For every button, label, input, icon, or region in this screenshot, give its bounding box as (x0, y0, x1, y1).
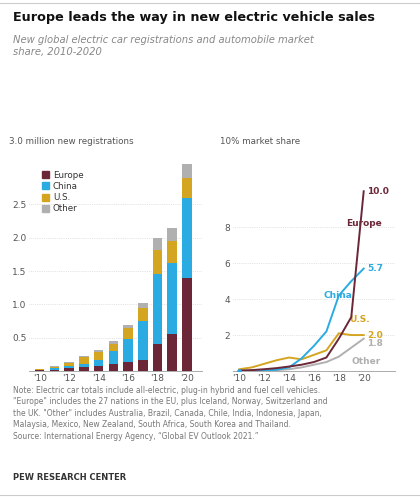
Bar (152, 274, 162, 344)
Bar (138, 360, 147, 371)
Text: U.S.: U.S. (349, 315, 370, 324)
Bar (182, 163, 192, 178)
Bar (79, 356, 89, 357)
Bar (64, 367, 74, 369)
Bar (168, 263, 177, 334)
Text: 5.7: 5.7 (368, 264, 383, 273)
Bar (35, 370, 45, 371)
Bar (64, 363, 74, 367)
Text: 1.8: 1.8 (368, 339, 383, 348)
Text: PEW RESEARCH CENTER: PEW RESEARCH CENTER (13, 473, 126, 482)
Bar (123, 339, 133, 363)
Bar (108, 351, 118, 364)
Bar (50, 367, 59, 369)
Bar (182, 278, 192, 371)
Bar (152, 344, 162, 371)
Bar (152, 238, 162, 249)
Text: Europe: Europe (346, 219, 382, 228)
Bar (168, 228, 177, 241)
Text: 10.0: 10.0 (368, 187, 389, 196)
Bar (64, 369, 74, 371)
Bar (123, 328, 133, 339)
Bar (168, 334, 177, 371)
Bar (94, 353, 103, 361)
Text: 10% market share: 10% market share (220, 137, 300, 146)
Bar (138, 308, 147, 321)
Bar (108, 364, 118, 371)
Bar (94, 351, 103, 353)
Text: 3.0 million new registrations: 3.0 million new registrations (9, 137, 134, 146)
Legend: Europe, China, U.S., Other: Europe, China, U.S., Other (42, 171, 84, 213)
Bar (79, 367, 89, 371)
Bar (168, 241, 177, 263)
Bar (123, 363, 133, 371)
Bar (79, 364, 89, 367)
Bar (94, 361, 103, 366)
Text: 2.0: 2.0 (368, 331, 383, 340)
Bar (152, 249, 162, 274)
Bar (182, 178, 192, 198)
Text: Other: Other (351, 357, 381, 366)
Bar (50, 370, 59, 371)
Bar (123, 325, 133, 328)
Bar (94, 366, 103, 371)
Bar (108, 344, 118, 351)
Bar (182, 198, 192, 278)
Bar (108, 341, 118, 344)
Text: Note: Electric car totals include all-electric, plug-in hybrid and fuel cell veh: Note: Electric car totals include all-el… (13, 386, 327, 441)
Text: Europe leads the way in new electric vehicle sales: Europe leads the way in new electric veh… (13, 11, 375, 24)
Bar (138, 303, 147, 308)
Bar (79, 357, 89, 364)
Bar (50, 369, 59, 370)
Bar (35, 369, 45, 370)
Text: New global electric car registrations and automobile market
share, 2010-2020: New global electric car registrations an… (13, 35, 313, 57)
Text: China: China (324, 291, 353, 300)
Bar (138, 321, 147, 360)
